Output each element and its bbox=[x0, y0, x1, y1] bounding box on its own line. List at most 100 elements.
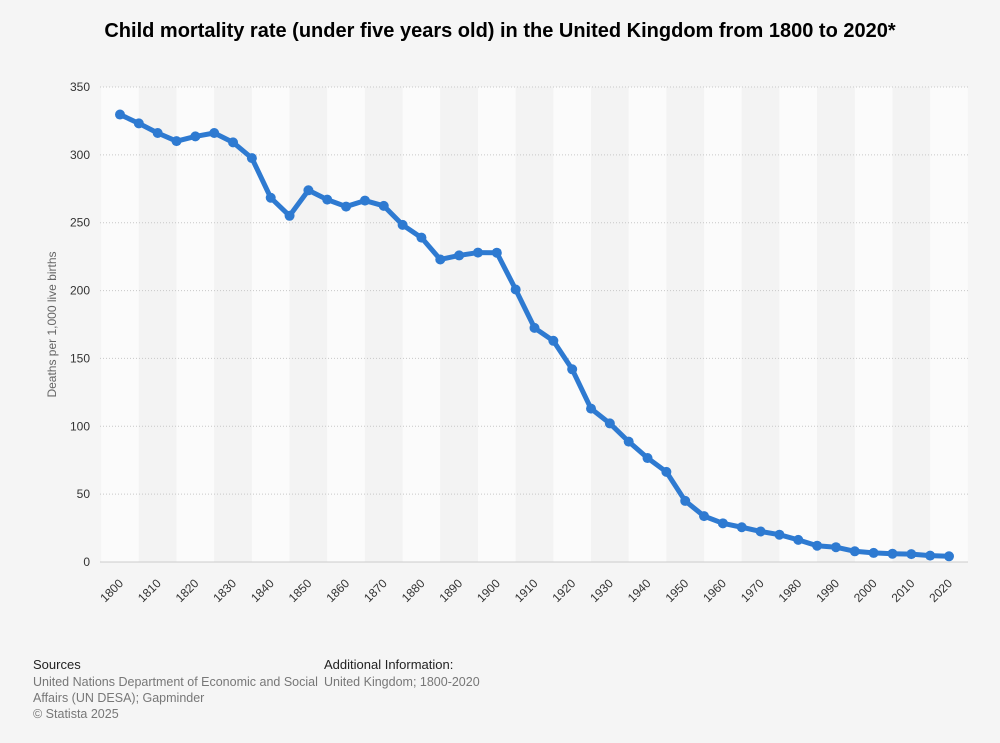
plot-band bbox=[817, 87, 855, 562]
x-tick-label: 1880 bbox=[399, 576, 428, 605]
data-point bbox=[454, 250, 465, 261]
plot-band bbox=[628, 87, 667, 562]
x-tick-label: 1800 bbox=[97, 576, 126, 605]
data-point bbox=[623, 436, 634, 447]
data-point bbox=[736, 522, 747, 533]
x-tick-label: 1840 bbox=[248, 576, 277, 605]
additional-info-line: United Kingdom; 1800-2020 bbox=[324, 675, 480, 689]
data-point bbox=[510, 284, 521, 295]
plot-band bbox=[402, 87, 441, 562]
data-point bbox=[586, 403, 597, 414]
data-point bbox=[830, 542, 841, 553]
additional-info-section: Additional Information: United Kingdom; … bbox=[324, 657, 624, 690]
data-point bbox=[661, 466, 672, 477]
data-point bbox=[567, 364, 578, 375]
data-point bbox=[868, 547, 879, 558]
x-tick-label: 1820 bbox=[173, 576, 202, 605]
data-point bbox=[774, 529, 785, 540]
data-point bbox=[472, 247, 483, 258]
y-tick-label: 350 bbox=[70, 80, 90, 94]
sources-section: Sources United Nations Department of Eco… bbox=[33, 657, 323, 722]
x-tick-label: 1950 bbox=[663, 576, 692, 605]
x-tick-label: 1920 bbox=[550, 576, 579, 605]
x-tick-label: 1890 bbox=[436, 576, 465, 605]
data-point bbox=[416, 232, 427, 243]
y-tick-label: 300 bbox=[70, 148, 90, 162]
plot-band bbox=[553, 87, 592, 562]
data-point bbox=[944, 551, 954, 562]
plot-band bbox=[930, 87, 968, 562]
y-axis-label: Deaths per 1,000 live births bbox=[45, 251, 59, 397]
data-point bbox=[812, 540, 823, 551]
data-point bbox=[246, 153, 257, 164]
x-tick-label: 1910 bbox=[512, 576, 541, 605]
additional-info-heading: Additional Information: bbox=[324, 657, 454, 672]
x-tick-label: 1810 bbox=[135, 576, 164, 605]
data-point bbox=[906, 549, 917, 560]
data-point bbox=[133, 118, 144, 129]
x-tick-label: 1830 bbox=[210, 576, 239, 605]
data-point bbox=[152, 128, 163, 139]
x-tick-label: 2000 bbox=[851, 576, 880, 605]
data-point bbox=[491, 247, 502, 258]
sources-heading: Sources bbox=[33, 657, 81, 672]
data-point bbox=[303, 185, 314, 196]
y-tick-label: 0 bbox=[83, 555, 90, 569]
data-point bbox=[680, 495, 691, 506]
x-tick-label: 1900 bbox=[474, 576, 503, 605]
plot-band bbox=[101, 87, 139, 562]
data-point bbox=[284, 210, 295, 221]
plot-band bbox=[892, 87, 931, 562]
data-point bbox=[190, 131, 201, 142]
data-point bbox=[699, 511, 710, 522]
plot-band bbox=[176, 87, 215, 562]
y-tick-label: 200 bbox=[70, 284, 90, 298]
x-tick-label: 1960 bbox=[700, 576, 729, 605]
data-point bbox=[717, 518, 728, 529]
data-point bbox=[322, 194, 333, 205]
plot-band bbox=[440, 87, 478, 562]
x-tick-label: 1980 bbox=[776, 576, 805, 605]
data-point bbox=[604, 418, 615, 429]
x-tick-label: 1860 bbox=[323, 576, 352, 605]
x-tick-label: 2010 bbox=[889, 576, 918, 605]
data-point bbox=[228, 137, 239, 148]
chart-title: Child mortality rate (under five years o… bbox=[104, 20, 896, 42]
plot-band bbox=[704, 87, 742, 562]
data-point bbox=[378, 200, 389, 211]
data-point bbox=[209, 128, 220, 139]
x-tick-label: 1870 bbox=[361, 576, 390, 605]
copyright-text[interactable]: © Statista 2025 bbox=[33, 707, 119, 721]
x-tick-label: 1940 bbox=[625, 576, 654, 605]
data-point bbox=[642, 453, 653, 464]
data-point bbox=[548, 335, 559, 346]
data-point bbox=[925, 550, 936, 561]
x-tick-label: 1990 bbox=[813, 576, 842, 605]
x-tick-label: 1930 bbox=[587, 576, 616, 605]
plot-band bbox=[289, 87, 328, 562]
sources-line: Affairs (UN DESA); Gapminder bbox=[33, 691, 205, 705]
data-point bbox=[529, 322, 540, 333]
plot-band bbox=[666, 87, 705, 562]
plot-band bbox=[854, 87, 893, 562]
plot-band bbox=[779, 87, 818, 562]
x-tick-label: 1970 bbox=[738, 576, 767, 605]
y-tick-label: 150 bbox=[70, 351, 90, 365]
sources-line: United Nations Department of Economic an… bbox=[33, 675, 318, 689]
data-point bbox=[359, 195, 370, 206]
y-tick-label: 100 bbox=[70, 419, 90, 433]
plot-band bbox=[741, 87, 780, 562]
data-point bbox=[755, 526, 766, 537]
data-point bbox=[115, 109, 125, 120]
plot-band bbox=[364, 87, 403, 562]
x-tick-label: 1850 bbox=[286, 576, 315, 605]
data-point bbox=[849, 546, 860, 557]
line-chart: 0 50 100 150 200 250 300 350 1800 1810 1820 1830 184… bbox=[45, 80, 968, 605]
plot-band bbox=[591, 87, 629, 562]
data-point bbox=[793, 534, 804, 545]
data-point bbox=[435, 254, 446, 265]
plot-band bbox=[327, 87, 365, 562]
x-tick-label: 2020 bbox=[926, 576, 955, 605]
y-tick-label: 50 bbox=[77, 487, 91, 501]
y-tick-label: 250 bbox=[70, 216, 90, 230]
